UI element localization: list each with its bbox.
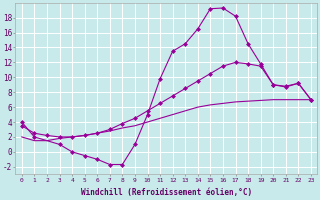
X-axis label: Windchill (Refroidissement éolien,°C): Windchill (Refroidissement éolien,°C) [81,188,252,197]
